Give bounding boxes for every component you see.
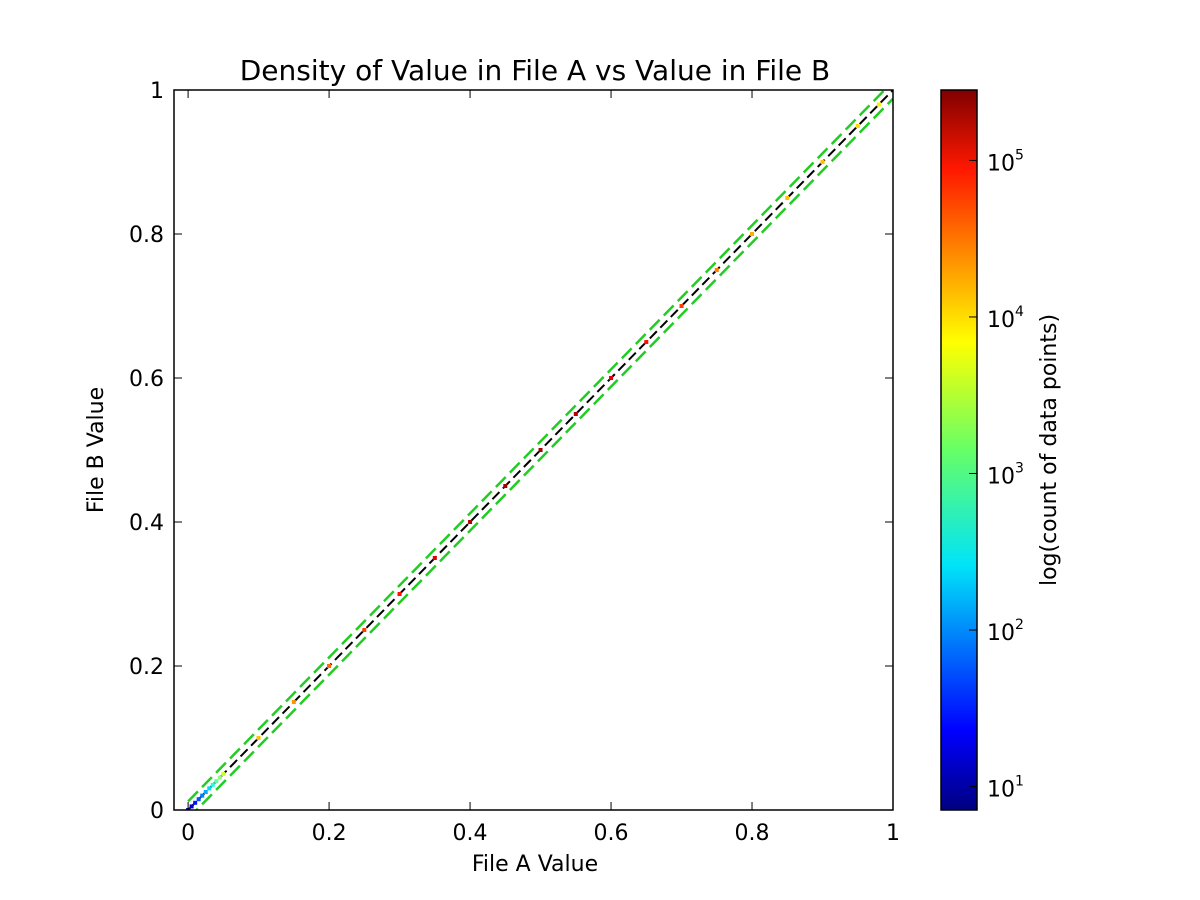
y-axis-label: File B Value bbox=[84, 387, 109, 513]
x-tick-label: 1 bbox=[886, 821, 900, 846]
density-point bbox=[503, 484, 508, 488]
density-point bbox=[876, 102, 881, 107]
density-point bbox=[397, 592, 402, 596]
density-point bbox=[210, 782, 215, 787]
colorbar-tick-label: 101 bbox=[987, 774, 1024, 803]
density-point bbox=[855, 124, 860, 128]
y-tick-label: 0.6 bbox=[129, 367, 164, 392]
density-point bbox=[256, 736, 261, 740]
x-tick-label: 0 bbox=[181, 821, 195, 846]
tolerance-line bbox=[194, 97, 893, 810]
density-point bbox=[820, 160, 825, 164]
density-point bbox=[200, 793, 205, 798]
density-point bbox=[221, 772, 226, 776]
x-tick-label: 0.2 bbox=[312, 821, 347, 846]
x-tick-label: 0.8 bbox=[735, 821, 770, 846]
chart-title: Density of Value in File A vs Value in F… bbox=[240, 54, 831, 87]
density-point bbox=[609, 376, 614, 380]
y-tick-label: 0.4 bbox=[129, 511, 164, 536]
density-point bbox=[327, 664, 332, 668]
colorbar-ticks: 101 102 103 104 105 bbox=[969, 147, 1024, 803]
y-axis-ticks: 0 0.2 0.4 0.6 0.8 1 bbox=[129, 79, 893, 824]
density-point bbox=[679, 304, 684, 308]
density-point bbox=[189, 804, 194, 809]
y-tick-label: 0.8 bbox=[129, 223, 164, 248]
density-point bbox=[203, 790, 208, 794]
density-point bbox=[468, 520, 473, 524]
colorbar: 101 102 103 104 105 log(count of data points… bbox=[940, 89, 1062, 811]
density-point bbox=[214, 779, 219, 784]
colorbar-tick-label: 105 bbox=[987, 147, 1024, 176]
y-tick-label: 1 bbox=[150, 79, 164, 104]
x-axis-label: File A Value bbox=[472, 852, 598, 877]
tolerance-line bbox=[187, 90, 887, 803]
density-point bbox=[785, 196, 790, 200]
density-point bbox=[644, 340, 649, 344]
density-point bbox=[217, 775, 222, 780]
colorbar-gradient bbox=[940, 89, 978, 811]
colorbar-label: log(count of data points) bbox=[1037, 314, 1062, 586]
density-point bbox=[538, 448, 543, 452]
colorbar-tick-label: 103 bbox=[987, 460, 1024, 489]
x-tick-label: 0.6 bbox=[594, 821, 629, 846]
colorbar-tick-label: 102 bbox=[987, 617, 1024, 646]
y-tick-label: 0 bbox=[150, 799, 164, 824]
density-point bbox=[432, 556, 437, 560]
density-point bbox=[750, 232, 755, 236]
density-point bbox=[291, 700, 296, 704]
density-point bbox=[193, 800, 198, 805]
density-point bbox=[573, 412, 578, 416]
density-point bbox=[362, 628, 367, 632]
x-tick-label: 0.4 bbox=[453, 821, 488, 846]
x-axis-ticks: 0 0.2 0.4 0.6 0.8 1 bbox=[181, 90, 900, 846]
colorbar-tick-label: 104 bbox=[987, 304, 1024, 333]
plot-area: 0 0.2 0.4 0.6 0.8 1 0 0.2 0.4 0.6 0.8 1 bbox=[129, 79, 900, 846]
density-point bbox=[714, 268, 719, 272]
density-point bbox=[207, 786, 212, 791]
density-point bbox=[196, 797, 201, 802]
plot-frame bbox=[173, 89, 894, 811]
y-tick-label: 0.2 bbox=[129, 655, 164, 680]
